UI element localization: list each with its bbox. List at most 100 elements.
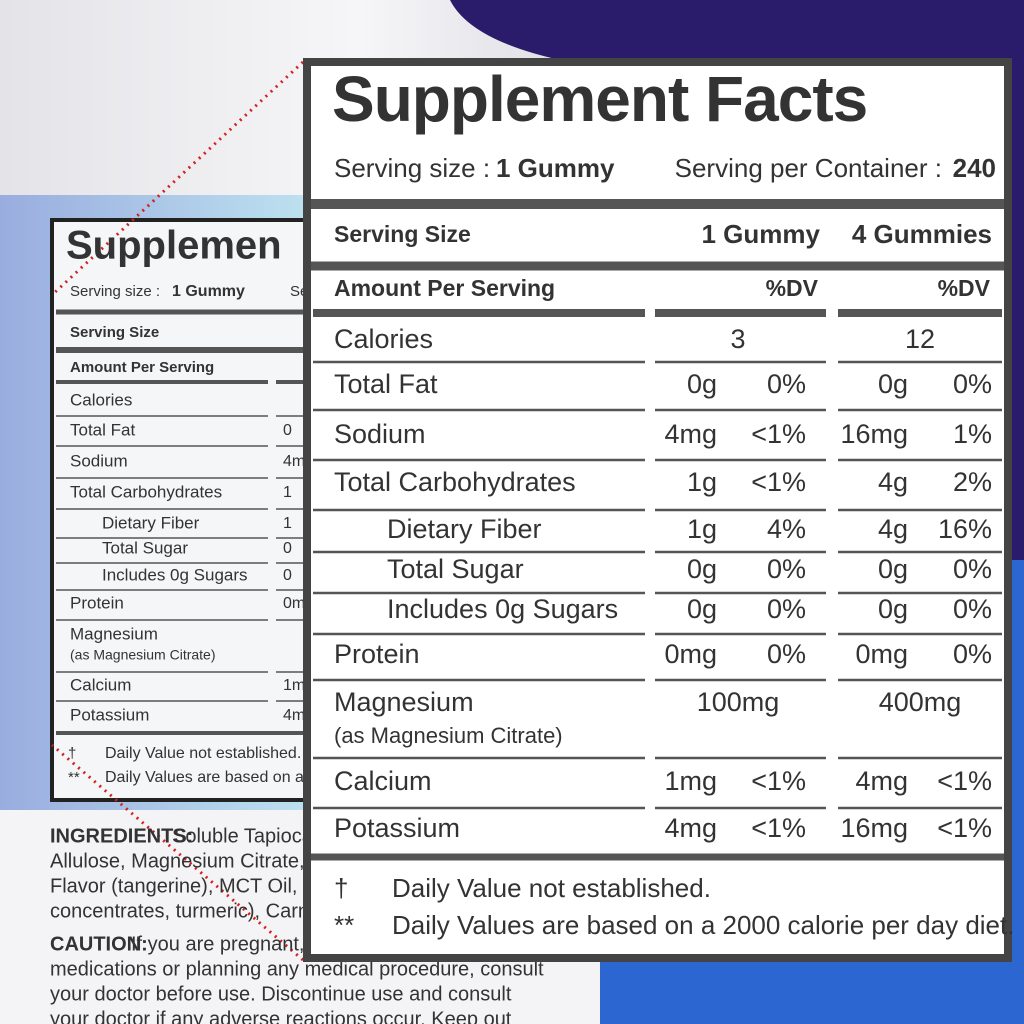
row-value: 0g [878,594,908,624]
row-value: 12 [905,324,935,354]
row-label: Calcium [334,766,432,796]
ingredients-line: Soluble Tapioca [172,825,314,847]
row-value: 0% [767,369,806,399]
header-label: Serving Size [334,221,471,247]
row-value: 4mg [855,766,908,796]
caution-line: your doctor if any adverse reactions occ… [50,1008,512,1024]
small-foot-symbol: ** [68,769,80,786]
caution-label: CAUTION: [50,933,148,955]
ingredients-line: Flavor (tangerine), MCT Oil, Natu [50,875,345,897]
row-label: Dietary Fiber [387,514,542,544]
row-value: 0mg [855,639,908,669]
header-col2: 4 Gummies [852,219,992,249]
row-value: 400mg [879,687,962,717]
small-row-sub: (as Magnesium Citrate) [70,647,216,663]
small-label [50,218,310,802]
row-value: 3 [730,324,745,354]
small-title: Supplemen [66,224,282,268]
small-serving-label: Serving size : [70,283,160,300]
row-label: Total Fat [334,369,438,399]
row-value: 1% [953,419,992,449]
small-foot-symbol: † [68,745,76,762]
header-col1: 1 Gummy [702,219,821,249]
caution-line: medications or planning any medical proc… [50,958,544,980]
serving-size: 1 Gummy [496,153,615,183]
row-value: 2% [953,467,992,497]
row-label: Calories [334,324,433,354]
small-row-value: 0 [283,567,292,584]
ingredients-label: INGREDIENTS: [50,825,193,847]
row-value: 100mg [697,687,780,717]
row-sub: (as Magnesium Citrate) [334,723,563,748]
row-value: 4% [767,514,806,544]
subheader-dv1: %DV [766,275,819,301]
row-label: Protein [334,639,420,669]
row-value: <1% [751,419,806,449]
serving-size-label: Serving size : [334,153,490,183]
small-row-label: Includes 0g Sugars [102,565,248,584]
row-label: Magnesium [334,687,474,717]
ingredients-line: Allulose, Magnesium Citrate, Pec [50,850,345,872]
small-foot-text: Daily Value not established. [105,745,301,762]
row-value: 0g [687,554,717,584]
footnote-text: Daily Values are based on a 2000 calorie… [392,910,1014,940]
row-value: 4mg [664,813,717,843]
row-value: 4g [878,514,908,544]
row-value: 1mg [664,766,717,796]
row-value: 0% [953,554,992,584]
row-value: 0% [767,554,806,584]
row-value: 16mg [840,813,908,843]
small-row-label: Potassium [70,705,149,724]
small-row-label: Magnesium [70,624,158,643]
row-label: Total Carbohydrates [334,467,576,497]
row-value: <1% [751,467,806,497]
row-value: 0g [878,369,908,399]
row-value: 1g [687,514,717,544]
row-value: 4g [878,467,908,497]
subheader-label: Amount Per Serving [334,275,555,301]
row-value: <1% [751,766,806,796]
footnote-symbol: ** [334,910,354,940]
small-row-label: Calcium [70,675,131,694]
row-value: 0g [878,554,908,584]
servings: 240 [953,153,996,183]
row-value: 0% [767,639,806,669]
row-value: 1g [687,467,717,497]
row-value: 0% [953,639,992,669]
row-label: Total Sugar [387,554,524,584]
row-value: 4mg [664,419,717,449]
row-value: 16% [938,514,992,544]
small-row-label: Dietary Fiber [102,513,200,532]
small-row-label: Total Sugar [102,538,188,557]
zoom-line [50,60,305,297]
small-row-label: Total Fat [70,420,135,439]
small-row-value: 4m [283,453,305,470]
small-row-value: 1 [283,484,292,501]
row-value: 16mg [840,419,908,449]
subheader-dv2: %DV [938,275,991,301]
ingredients-line: concentrates, turmeric), Carnau [50,900,331,922]
small-row-value: 0m [283,595,305,612]
row-value: 0% [953,369,992,399]
row-value: <1% [937,813,992,843]
small-row-label: Sodium [70,451,128,470]
row-value: <1% [937,766,992,796]
small-serving: 1 Gummy [172,283,245,300]
row-value: 0g [687,369,717,399]
row-value: <1% [751,813,806,843]
small-row-label: Total Carbohydrates [70,482,222,501]
row-value: 0mg [664,639,717,669]
small-row-value: 1m [283,677,305,694]
small-row-label: Protein [70,593,124,612]
small-row-value: 1 [283,515,292,532]
small-row-label: Calories [70,390,132,409]
row-label: Includes 0g Sugars [387,594,618,624]
small-header: Serving Size [70,324,159,341]
small-row-value: 4m [283,707,305,724]
small-subheader: Amount Per Serving [70,359,214,376]
panel-title: Supplement Facts [332,63,867,135]
caution-line: If you are pregnant, [131,933,304,955]
row-value: 0% [953,594,992,624]
servings-label: Serving per Container : [675,153,942,183]
